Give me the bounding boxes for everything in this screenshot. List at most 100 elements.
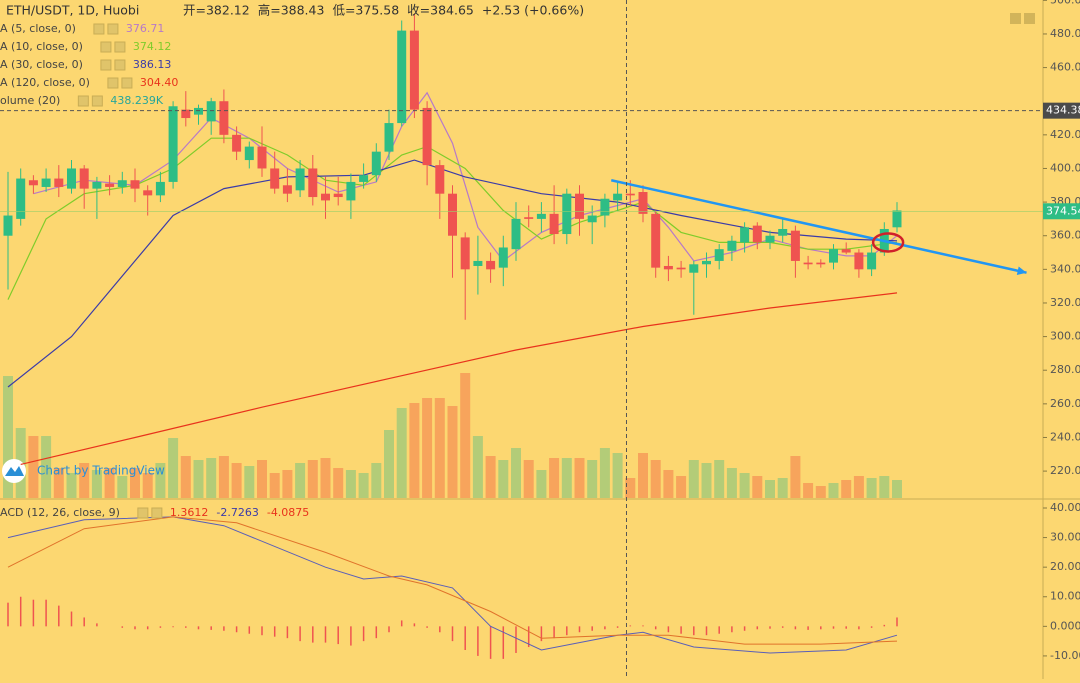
candle-body — [92, 181, 102, 189]
y2-tick-label: 10.0000 — [1050, 590, 1080, 603]
price-label: 434.38 — [1046, 104, 1080, 117]
y-tick-label: 300.00 — [1050, 330, 1080, 343]
y-tick-label: 480.00 — [1050, 27, 1080, 40]
volume-bar — [193, 460, 204, 498]
candle-body — [549, 213, 559, 235]
candle-body — [435, 165, 445, 194]
candle-body — [333, 193, 343, 198]
volume-bar — [28, 436, 39, 498]
y-tick-label: 260.00 — [1050, 397, 1080, 410]
volume-bar — [790, 456, 801, 498]
legend-name: A (30, close, 0) — [0, 58, 83, 71]
volume-bar — [815, 486, 826, 498]
y2-tick-label: 0.0000 — [1050, 619, 1080, 632]
legend-icon — [100, 41, 112, 53]
candle-body — [816, 262, 826, 265]
candle-body — [257, 146, 267, 169]
legend-value: 304.40 — [140, 76, 179, 89]
icon[interactable] — [1024, 13, 1035, 24]
legend-icon — [151, 507, 163, 519]
y2-tick-label: -10.0000 — [1050, 649, 1080, 662]
volume-bar — [688, 460, 699, 498]
volume-bar — [828, 483, 839, 498]
candle-body — [155, 181, 165, 196]
candle-body — [3, 215, 13, 236]
candle-body — [473, 260, 483, 266]
candle-body — [181, 109, 191, 119]
volume-bar — [130, 468, 140, 498]
candle-body — [689, 264, 699, 273]
legend-value: 374.12 — [133, 40, 172, 53]
candle-body — [460, 237, 470, 270]
y2-tick-label: 20.0000 — [1050, 560, 1080, 573]
legend-icon — [107, 23, 119, 35]
candle-body — [562, 193, 572, 235]
legend-name: A (120, close, 0) — [0, 76, 90, 89]
price-label: 374.54 — [1046, 204, 1080, 217]
legend-value: -2.7263 — [216, 506, 258, 519]
candle-body — [486, 260, 496, 270]
volume-bar — [282, 470, 293, 498]
legend-value: 438.239K — [110, 94, 163, 107]
header-stat: 开=382.12 — [183, 3, 250, 18]
legend-icon — [114, 59, 126, 71]
legend-icon — [107, 77, 119, 89]
candle-body — [524, 217, 534, 219]
volume-bar — [485, 456, 496, 498]
header-stat: 低=375.58 — [332, 3, 399, 18]
candle-body — [346, 181, 356, 201]
volume-bar — [244, 466, 255, 498]
candle-body — [765, 235, 775, 243]
legend-name: A (5, close, 0) — [0, 22, 76, 35]
legend-icon — [114, 41, 126, 53]
volume-bar — [726, 468, 737, 498]
volume-bar — [866, 478, 877, 498]
volume-bar — [625, 478, 636, 498]
volume-bar — [803, 483, 814, 498]
volume-bar — [206, 458, 217, 498]
candle-body — [270, 168, 280, 189]
candle-body — [778, 228, 788, 236]
candle-body — [600, 198, 610, 216]
volume-bar — [892, 480, 902, 498]
candle-body — [676, 267, 686, 270]
legend-icon — [121, 77, 133, 89]
watermark: Chart by TradingView — [37, 464, 165, 478]
ma-line — [20, 292, 898, 465]
volume-bar — [66, 473, 77, 498]
volume-bar — [612, 453, 623, 498]
candle-body — [498, 247, 508, 268]
candle-body — [536, 213, 546, 219]
candle-body — [194, 107, 203, 115]
volume-bar — [853, 476, 864, 498]
candle-body — [206, 101, 216, 122]
macd-line — [7, 516, 898, 654]
volume-bar — [663, 470, 674, 498]
candle-body — [702, 260, 711, 265]
y-tick-label: 340.00 — [1050, 262, 1080, 275]
volume-bar — [345, 470, 356, 498]
price-label-bg — [1043, 102, 1080, 119]
volume-bar — [599, 448, 610, 498]
icon[interactable] — [1010, 13, 1021, 24]
candle-body — [727, 240, 737, 251]
watermark-logo — [5, 466, 24, 476]
y-tick-label: 360.00 — [1050, 229, 1080, 242]
candle-body — [295, 168, 305, 191]
candle-body — [130, 180, 140, 189]
volume-bar — [79, 463, 90, 498]
candle-body — [841, 249, 851, 253]
volume-bar — [396, 408, 407, 498]
y-tick-label: 500.00 — [1050, 0, 1080, 6]
volume-bar — [561, 458, 572, 498]
candle-body — [638, 192, 648, 214]
y2-tick-label: 40.0000 — [1050, 501, 1080, 514]
candle-body — [854, 252, 864, 270]
volume-bar — [104, 468, 115, 498]
legend-value: -4.0875 — [267, 506, 309, 519]
volume-bar — [638, 453, 648, 498]
candle-body — [740, 227, 750, 243]
volume-bar — [511, 448, 521, 498]
